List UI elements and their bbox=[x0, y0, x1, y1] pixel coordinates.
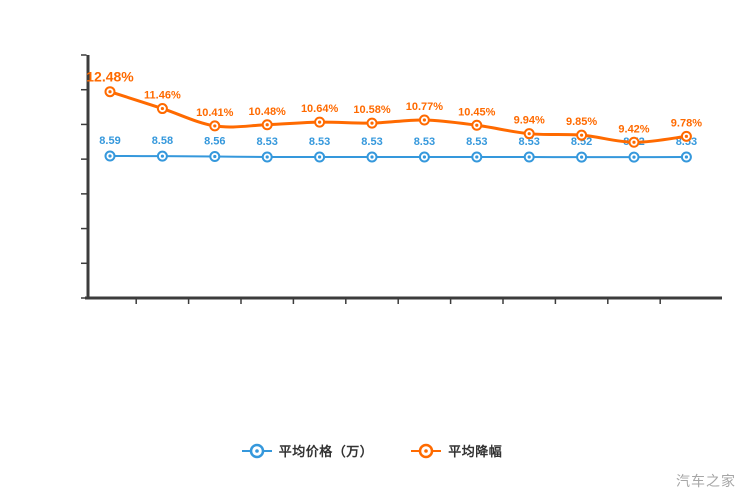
legend-item-average-discount[interactable]: 平均降幅 bbox=[411, 441, 502, 460]
legend-label-average-price: 平均价格（万） bbox=[278, 444, 374, 459]
data-point-label: 8.53 bbox=[466, 136, 487, 148]
data-point-label: 8.53 bbox=[309, 136, 330, 148]
data-point-label: 10.48% bbox=[249, 106, 287, 118]
data-point-label: 10.58% bbox=[353, 104, 391, 116]
data-point-label: 9.42% bbox=[618, 123, 649, 135]
price-trend-chart: 8.59 8.58 8.56 8.53 8.53 8.53 8.53 8.53 8.53 8.52… bbox=[81, 54, 722, 304]
data-point-label: 10.45% bbox=[458, 106, 496, 118]
data-point-label: 8.52 bbox=[571, 136, 592, 148]
data-point-label: 11.46% bbox=[144, 90, 181, 102]
autohome-watermark: 汽车之家 bbox=[676, 473, 736, 489]
legend-item-average-price[interactable]: 平均价格（万） bbox=[241, 441, 374, 460]
data-point-label: 10.64% bbox=[301, 103, 339, 115]
blue-line-marker-icon bbox=[241, 443, 272, 458]
series-average-price: 8.59 8.58 8.56 8.53 8.53 8.53 8.53 8.53 8.53 8.52… bbox=[99, 135, 697, 163]
orange-line-marker-icon bbox=[411, 443, 442, 458]
data-point-label: 12.48% bbox=[86, 69, 134, 85]
series-average-discount: 12.48% 11.46% 10.41% 10.48% 10.64% 10.58% 10.7… bbox=[86, 69, 702, 148]
data-point-label: 9.94% bbox=[514, 115, 545, 127]
legend-label-average-discount: 平均降幅 bbox=[448, 444, 503, 459]
data-point-label: 9.85% bbox=[566, 116, 597, 128]
axis-ticks bbox=[81, 54, 661, 304]
data-point-label: 8.53 bbox=[361, 136, 382, 148]
data-point-label: 8.53 bbox=[256, 136, 277, 148]
data-point-label: 8.53 bbox=[414, 136, 435, 148]
data-point-label: 10.41% bbox=[196, 107, 234, 119]
data-point-label: 8.53 bbox=[676, 136, 697, 148]
chart-legend: 平均价格（万） 平均降幅 bbox=[0, 441, 744, 460]
axes bbox=[85, 55, 722, 300]
data-point-label: 8.59 bbox=[99, 135, 120, 147]
data-point-label: 8.58 bbox=[152, 135, 173, 147]
data-point-label: 10.77% bbox=[406, 101, 444, 113]
data-point-label: 8.53 bbox=[518, 136, 539, 148]
data-point-label: 9.78% bbox=[671, 117, 702, 129]
data-point-label: 8.56 bbox=[204, 135, 225, 147]
